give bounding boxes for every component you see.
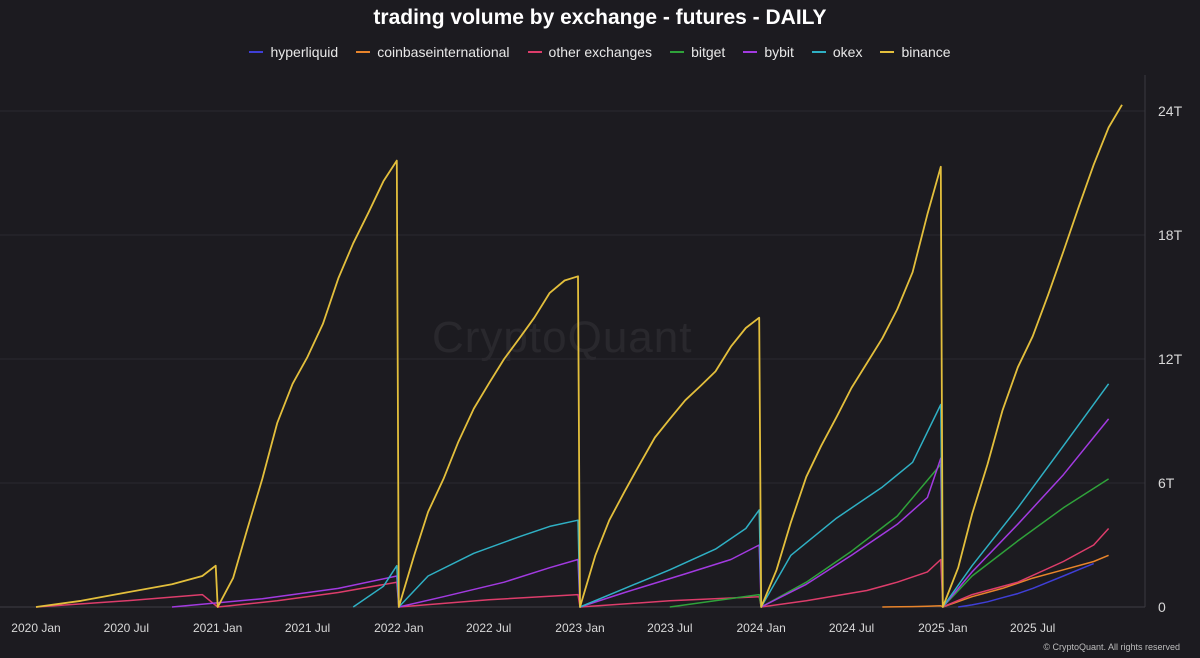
x-tick-label: 2024 Jul — [829, 621, 874, 635]
legend-item-bybit[interactable]: bybit — [743, 44, 794, 60]
watermark: CryptoQuant — [432, 313, 693, 362]
legend-item-binance[interactable]: binance — [880, 44, 951, 60]
legend-label: binance — [901, 44, 951, 60]
x-tick-label: 2021 Jan — [193, 621, 242, 635]
chart-title: trading volume by exchange - futures - D… — [373, 6, 827, 29]
x-tick-label: 2025 Jan — [918, 621, 967, 635]
y-tick-label: 24T — [1158, 103, 1183, 119]
legend-label: okex — [832, 44, 863, 60]
y-tick-label: 0 — [1158, 599, 1166, 615]
y-axis: 0 6T 12T 18T 24T — [1144, 75, 1183, 615]
x-tick-label: 2020 Jan — [11, 621, 60, 635]
legend-label: hyperliquid — [270, 44, 339, 60]
series-line-coinbaseinternational — [882, 554, 1109, 608]
copyright-text: © CryptoQuant. All rights reserved — [1043, 642, 1180, 652]
y-tick-label: 18T — [1158, 227, 1183, 243]
legend-swatch — [249, 51, 264, 53]
x-tick-label: 2023 Jan — [555, 621, 604, 635]
x-tick-label: 2020 Jul — [104, 621, 149, 635]
series-line-bybit — [171, 418, 1110, 608]
legend-label: coinbaseinternational — [377, 44, 510, 60]
series-line-binance — [35, 104, 1123, 608]
x-tick-label: 2021 Jul — [285, 621, 330, 635]
legend-swatch — [880, 51, 895, 53]
y-tick-label: 12T — [1158, 351, 1183, 367]
chart-legend: hyperliquid coinbaseinternational other ex… — [0, 44, 1200, 60]
series-lines — [35, 104, 1123, 608]
x-tick-label: 2022 Jan — [374, 621, 423, 635]
legend-swatch — [670, 51, 685, 53]
legend-swatch — [527, 51, 542, 53]
x-tick-label: 2023 Jul — [647, 621, 692, 635]
x-tick-label: 2022 Jul — [466, 621, 511, 635]
x-tick-label: 2025 Jul — [1010, 621, 1055, 635]
y-tick-label: 6T — [1158, 475, 1175, 491]
series-line-okex — [352, 383, 1110, 608]
legend-label: bitget — [691, 44, 726, 60]
legend-item-bitget[interactable]: bitget — [670, 44, 725, 60]
legend-swatch — [356, 51, 371, 53]
legend-item-hyperliquid[interactable]: hyperliquid — [249, 44, 338, 60]
legend-item-other-exchanges[interactable]: other exchanges — [527, 44, 653, 60]
grid-lines — [0, 110, 1145, 608]
legend-swatch — [811, 51, 826, 53]
legend-swatch — [743, 51, 758, 53]
legend-item-coinbaseinternational[interactable]: coinbaseinternational — [356, 44, 510, 60]
x-axis: 2020 Jan 2020 Jul 2021 Jan 2021 Jul 2022 Jan… — [11, 621, 1055, 635]
x-tick-label: 2024 Jan — [736, 621, 785, 635]
legend-label: bybit — [764, 44, 794, 60]
series-line-hyperliquid — [958, 562, 1094, 608]
legend-label: other exchanges — [548, 44, 653, 60]
legend-item-okex[interactable]: okex — [811, 44, 863, 60]
